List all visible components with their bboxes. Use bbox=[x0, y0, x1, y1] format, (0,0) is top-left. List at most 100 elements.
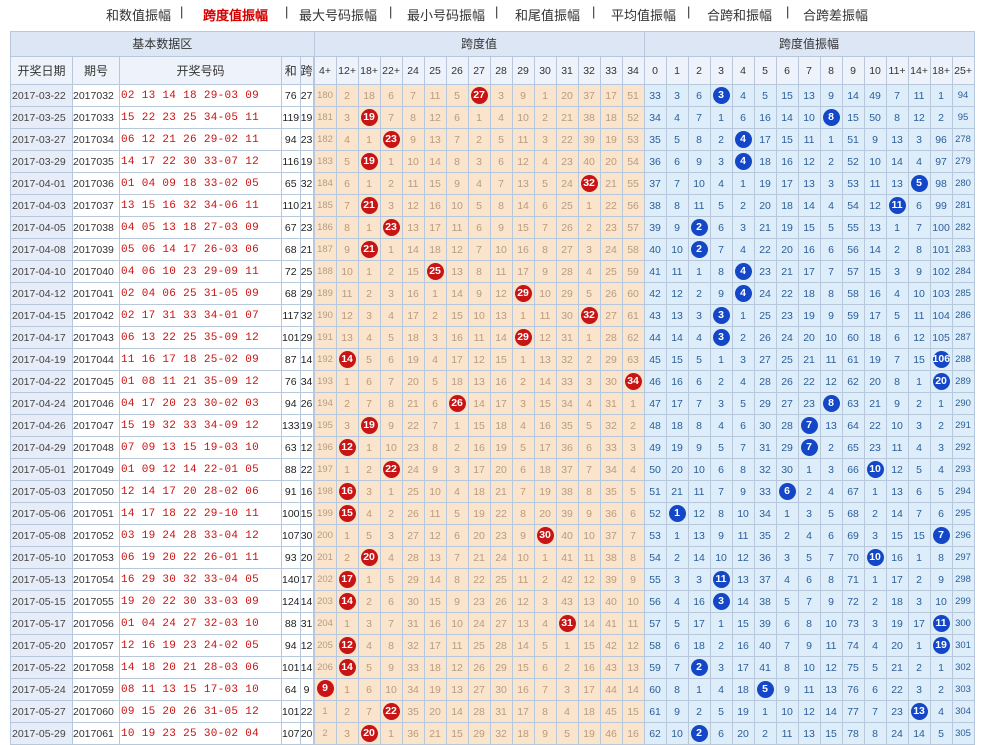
span-cell: 37 bbox=[599, 524, 623, 547]
amp-miss-count: 74 bbox=[847, 639, 859, 652]
span-value: 14 bbox=[299, 348, 314, 371]
span-cell: 17 bbox=[489, 392, 513, 415]
amp-miss-count: 98 bbox=[935, 177, 947, 190]
sum-value: 116 bbox=[281, 150, 301, 173]
span-cell: 32 bbox=[401, 634, 425, 657]
amp-hit-marker: 5 bbox=[756, 681, 774, 699]
amp-cell: 39 bbox=[643, 216, 667, 239]
span-miss-count: 1 bbox=[388, 727, 394, 740]
amp-cell: 78 bbox=[841, 722, 865, 745]
nav-link[interactable]: 最大号码振幅 bbox=[299, 8, 378, 23]
span-miss-count: 6 bbox=[388, 353, 394, 366]
span-cell: 5 bbox=[511, 436, 535, 459]
amp-cell: 8 bbox=[885, 106, 909, 129]
span-cell: 6 bbox=[335, 172, 359, 195]
span-cell: 1 bbox=[357, 260, 381, 283]
amp-miss-count: 280 bbox=[955, 177, 971, 189]
span-miss-count: 16 bbox=[517, 683, 529, 696]
span-miss-count: 206 bbox=[317, 661, 333, 673]
span-cell: 16 bbox=[621, 722, 645, 745]
span-miss-count: 13 bbox=[407, 221, 419, 234]
span-cell: 51 bbox=[621, 84, 645, 107]
span-miss-count: 6 bbox=[388, 89, 394, 102]
span-miss-count: 5 bbox=[388, 573, 394, 586]
span-miss-count: 4 bbox=[476, 177, 482, 190]
span-cell: 2 bbox=[577, 216, 601, 239]
nav-link[interactable]: 和尾值振幅 bbox=[515, 8, 581, 23]
amp-cell: 22 bbox=[753, 238, 777, 261]
span-miss-count: 22 bbox=[473, 573, 485, 586]
span-miss-count: 10 bbox=[627, 595, 639, 608]
span-cell: 27 bbox=[489, 612, 513, 635]
amp-cell: 14 bbox=[797, 194, 821, 217]
nav-link[interactable]: 最小号码振幅 bbox=[407, 8, 486, 23]
span-hit-cell: 22 bbox=[379, 458, 403, 481]
amp-cell: 4 bbox=[819, 194, 843, 217]
nav-link[interactable]: 和数值振幅 bbox=[106, 8, 172, 23]
span-cell: 197 bbox=[313, 458, 337, 481]
amp-miss-count: 17 bbox=[781, 177, 793, 190]
table-row: 2017-05-20 2017057 12 16 19 23 24-02 05 94 1… bbox=[10, 634, 975, 657]
span-miss-count: 29 bbox=[473, 727, 485, 740]
span-cell: 21 bbox=[401, 392, 425, 415]
amp-miss-count: 6 bbox=[740, 111, 746, 124]
amp-hit-cell: 5 bbox=[907, 172, 931, 195]
span-miss-count: 45 bbox=[605, 705, 617, 718]
amp-hit-cell: 7 bbox=[929, 524, 953, 547]
col-header-sum: 和 bbox=[281, 56, 301, 85]
amp-cell: 1 bbox=[753, 700, 777, 723]
span-miss-count: 2 bbox=[586, 353, 592, 366]
span-cell: 55 bbox=[621, 172, 645, 195]
span-cell: 3 bbox=[555, 678, 579, 701]
amp-miss-count: 12 bbox=[913, 331, 925, 344]
amp-miss-count: 9 bbox=[894, 397, 900, 410]
span-miss-count: 17 bbox=[517, 265, 529, 278]
span-miss-count: 14 bbox=[451, 705, 463, 718]
amp-cell: 1 bbox=[687, 678, 711, 701]
amp-cell: 1 bbox=[907, 634, 931, 657]
table-row: 2017-04-08 2017039 05 06 14 17 26-03 06 68 2… bbox=[10, 238, 975, 261]
nav-link[interactable]: 平均值振幅 bbox=[611, 8, 677, 23]
amp-cell: 17 bbox=[797, 260, 821, 283]
span-cell: 6 bbox=[467, 216, 491, 239]
span-cell: 8 bbox=[423, 436, 447, 459]
amp-miss-count: 65 bbox=[847, 441, 859, 454]
amp-miss-count: 290 bbox=[955, 397, 971, 409]
span-cell: 12 bbox=[489, 282, 513, 305]
draw-numbers: 04 05 13 18 27-03 09 bbox=[119, 216, 282, 239]
span-miss-count: 4 bbox=[630, 463, 636, 476]
span-cell: 2 bbox=[555, 656, 579, 679]
span-cell: 27 bbox=[401, 524, 425, 547]
amp-cell: 56 bbox=[643, 590, 667, 613]
span-miss-count: 199 bbox=[317, 507, 333, 519]
amp-cell: 38 bbox=[643, 194, 667, 217]
amp-hit-marker: 10 bbox=[866, 461, 884, 479]
nav-link[interactable]: 跨度值振幅 bbox=[203, 8, 269, 23]
span-miss-count: 10 bbox=[473, 309, 485, 322]
span-cell: 21 bbox=[599, 172, 623, 195]
span-miss-count: 37 bbox=[561, 463, 573, 476]
amp-cell: 8 bbox=[709, 260, 733, 283]
span-cell: 29 bbox=[467, 722, 491, 745]
amp-miss-count: 1 bbox=[674, 529, 680, 542]
span-miss-count: 5 bbox=[564, 727, 570, 740]
span-cell: 18 bbox=[599, 106, 623, 129]
amp-cell: 69 bbox=[841, 524, 865, 547]
span-cell: 15 bbox=[489, 348, 513, 371]
nav-link[interactable]: 合跨和振幅 bbox=[707, 8, 773, 23]
span-cell: 17 bbox=[423, 634, 447, 657]
span-cell: 2 bbox=[357, 282, 381, 305]
table-row: 2017-05-29 2017061 10 19 23 25 30-02 04 107… bbox=[10, 722, 975, 745]
nav-link[interactable]: 合跨差振幅 bbox=[803, 8, 869, 23]
span-hit-cell: 19 bbox=[357, 414, 381, 437]
issue-number: 2017046 bbox=[72, 392, 120, 415]
sum-value: 140 bbox=[281, 568, 301, 591]
span-miss-count: 9 bbox=[476, 287, 482, 300]
span-value: 19 bbox=[299, 150, 314, 173]
amp-cell: 288 bbox=[951, 348, 975, 371]
span-value: 27 bbox=[299, 84, 314, 107]
amp-cell: 6 bbox=[665, 150, 689, 173]
amp-miss-count: 7 bbox=[718, 485, 724, 498]
amp-miss-count: 38 bbox=[649, 199, 661, 212]
amp-miss-count: 300 bbox=[955, 617, 971, 629]
